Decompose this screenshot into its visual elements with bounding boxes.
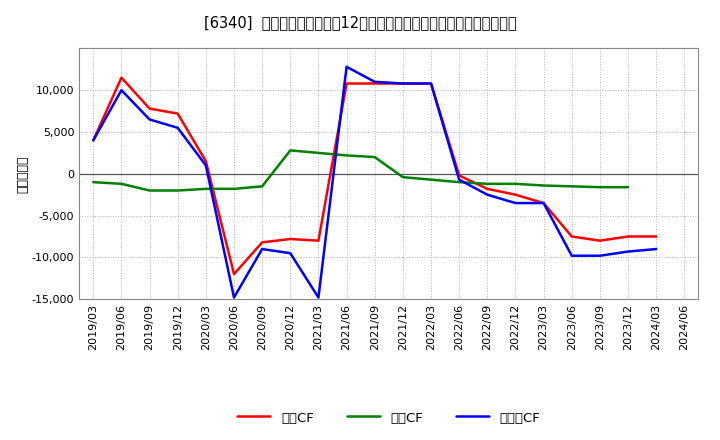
営業CF — [342, 81, 351, 86]
フリーCF — [145, 117, 154, 122]
投資CF — [595, 184, 604, 190]
投資CF — [539, 183, 548, 188]
フリーCF — [342, 64, 351, 70]
フリーCF — [202, 163, 210, 168]
投資CF — [314, 150, 323, 156]
フリーCF — [286, 250, 294, 256]
営業CF — [370, 81, 379, 86]
フリーCF — [483, 192, 492, 197]
投資CF — [286, 148, 294, 153]
投資CF — [427, 177, 436, 182]
営業CF — [567, 234, 576, 239]
投資CF — [145, 188, 154, 193]
フリーCF — [258, 246, 266, 252]
営業CF — [539, 201, 548, 206]
営業CF — [202, 158, 210, 164]
フリーCF — [455, 177, 464, 182]
投資CF — [89, 180, 98, 185]
営業CF — [483, 186, 492, 191]
フリーCF — [511, 201, 520, 206]
営業CF — [455, 173, 464, 178]
営業CF — [230, 271, 238, 277]
フリーCF — [230, 295, 238, 300]
Line: フリーCF: フリーCF — [94, 67, 656, 297]
投資CF — [174, 188, 182, 193]
営業CF — [511, 192, 520, 197]
フリーCF — [89, 138, 98, 143]
営業CF — [89, 138, 98, 143]
営業CF — [427, 81, 436, 86]
投資CF — [399, 175, 408, 180]
営業CF — [314, 238, 323, 243]
営業CF — [624, 234, 632, 239]
投資CF — [230, 186, 238, 191]
営業CF — [117, 75, 126, 80]
営業CF — [174, 111, 182, 116]
投資CF — [511, 181, 520, 187]
投資CF — [370, 154, 379, 160]
投資CF — [624, 184, 632, 190]
営業CF — [145, 106, 154, 111]
投資CF — [567, 183, 576, 189]
フリーCF — [427, 81, 436, 86]
営業CF — [286, 236, 294, 242]
投資CF — [258, 183, 266, 189]
Y-axis label: （百万円）: （百万円） — [16, 155, 29, 193]
投資CF — [342, 153, 351, 158]
投資CF — [202, 186, 210, 191]
フリーCF — [399, 81, 408, 86]
フリーCF — [652, 246, 660, 252]
投資CF — [117, 181, 126, 187]
Text: [6340]  キャッシュフローの12か月移動合計の対前年同期増減額の推移: [6340] キャッシュフローの12か月移動合計の対前年同期増減額の推移 — [204, 15, 516, 30]
フリーCF — [174, 125, 182, 130]
フリーCF — [370, 79, 379, 84]
フリーCF — [567, 253, 576, 258]
投資CF — [483, 181, 492, 187]
フリーCF — [117, 88, 126, 93]
Legend: 営業CF, 投資CF, フリーCF: 営業CF, 投資CF, フリーCF — [238, 411, 540, 425]
投資CF — [455, 180, 464, 185]
営業CF — [652, 234, 660, 239]
Line: 投資CF: 投資CF — [94, 150, 628, 191]
フリーCF — [595, 253, 604, 258]
フリーCF — [314, 295, 323, 300]
営業CF — [399, 81, 408, 86]
営業CF — [258, 240, 266, 245]
フリーCF — [539, 201, 548, 206]
フリーCF — [624, 249, 632, 254]
営業CF — [595, 238, 604, 243]
Line: 営業CF: 営業CF — [94, 77, 656, 274]
